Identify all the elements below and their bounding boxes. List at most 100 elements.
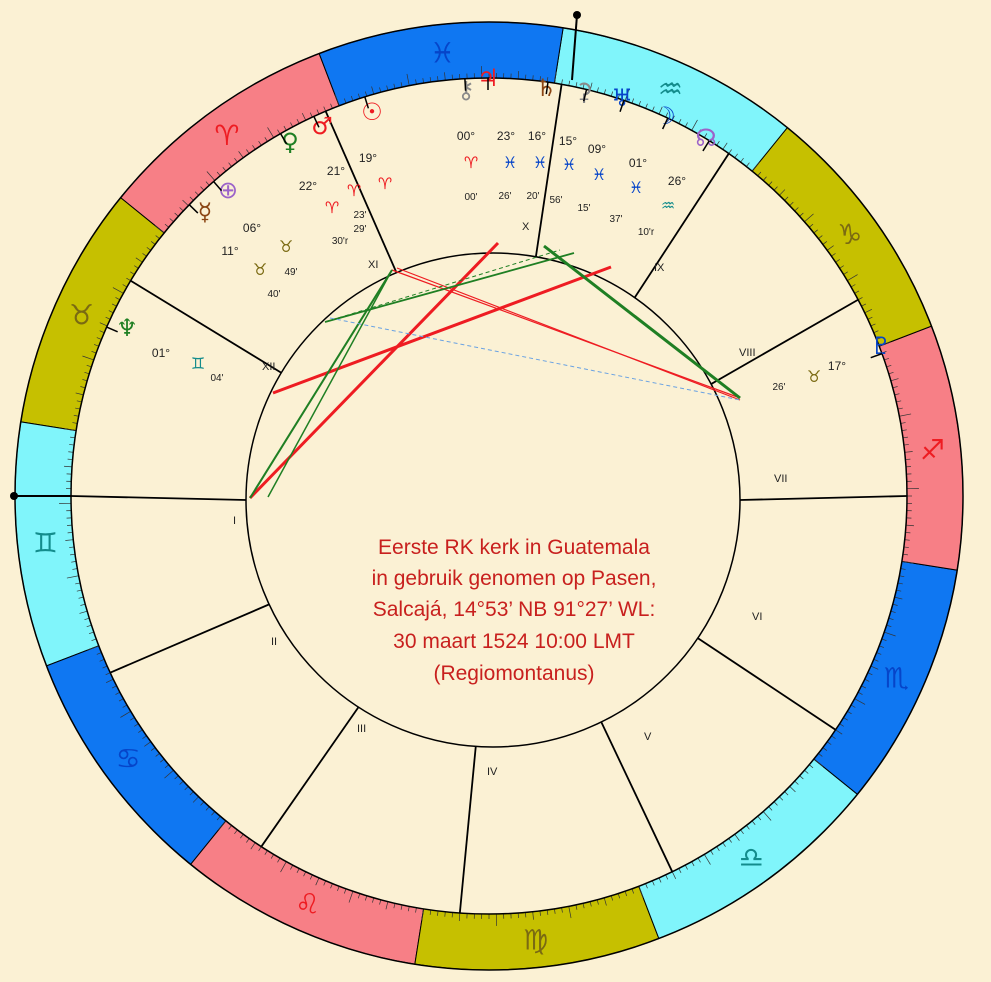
degree-tick bbox=[873, 659, 879, 662]
degree-tick bbox=[904, 451, 913, 453]
degree-tick bbox=[734, 833, 740, 841]
neptune-degree: 01° bbox=[152, 346, 170, 360]
degree-tick bbox=[740, 157, 744, 163]
degree-tick bbox=[234, 157, 238, 163]
degree-tick bbox=[678, 868, 682, 874]
aspect-trine bbox=[543, 244, 741, 400]
degree-tick bbox=[330, 103, 333, 109]
degree-tick bbox=[105, 672, 111, 676]
ceres-pointer bbox=[582, 89, 588, 102]
degree-tick bbox=[205, 806, 210, 811]
degree-tick bbox=[532, 911, 534, 920]
house-label-vii: VII bbox=[774, 473, 787, 485]
degree-tick bbox=[894, 596, 903, 600]
degree-tick bbox=[111, 303, 117, 307]
mars-sign-icon: ♈ bbox=[347, 181, 361, 200]
sign-glyph-aquarius-icon: ♒ bbox=[658, 73, 683, 106]
degree-tick bbox=[400, 904, 403, 910]
part-of-fortune-glyph-icon: ⊕ bbox=[218, 176, 238, 204]
degree-tick bbox=[179, 780, 184, 785]
degree-tick bbox=[122, 284, 128, 288]
degree-tick bbox=[415, 79, 417, 85]
degree-tick bbox=[867, 316, 873, 320]
degree-tick bbox=[134, 723, 139, 727]
degree-tick bbox=[228, 825, 232, 830]
moon-degree: 01° bbox=[629, 156, 647, 170]
degree-tick bbox=[303, 871, 307, 877]
degree-tick bbox=[546, 77, 549, 83]
degree-tick bbox=[69, 546, 75, 548]
degree-tick bbox=[112, 287, 124, 294]
degree-tick bbox=[75, 392, 84, 396]
part-of-fortune-sign-icon: ♉ bbox=[279, 237, 293, 256]
degree-tick bbox=[835, 729, 843, 735]
degree-tick bbox=[554, 71, 557, 84]
degree-tick bbox=[831, 253, 836, 257]
degree-tick bbox=[703, 133, 708, 138]
degree-tick bbox=[864, 678, 870, 682]
north-node-minutes: 10'r bbox=[638, 227, 655, 238]
degree-tick bbox=[296, 868, 300, 874]
degree-tick bbox=[784, 196, 789, 201]
sun-sign-icon: ♈ bbox=[378, 174, 392, 193]
caption-line-2: in gebruik genomen op Pasen, bbox=[372, 567, 657, 590]
degree-tick bbox=[138, 729, 143, 733]
degree-tick bbox=[206, 171, 216, 181]
aspect-sextile bbox=[324, 249, 561, 323]
sign-glyph-leo-icon: ♌ bbox=[295, 887, 320, 920]
degree-tick bbox=[896, 589, 902, 592]
sign-glyph-pisces-icon: ♓ bbox=[430, 36, 455, 69]
degree-tick bbox=[779, 796, 784, 801]
mercury-minutes: 40' bbox=[267, 289, 280, 300]
degree-tick bbox=[228, 162, 232, 167]
sign-glyph-gemini-icon: ♊ bbox=[33, 527, 58, 560]
degree-tick bbox=[343, 98, 347, 104]
sign-glyph-scorpio-icon: ♏ bbox=[884, 661, 909, 694]
degree-tick bbox=[211, 811, 216, 816]
degree-tick bbox=[115, 691, 121, 695]
degree-tick bbox=[174, 212, 179, 217]
mercury-pointer bbox=[188, 204, 199, 214]
degree-tick bbox=[334, 94, 340, 106]
degree-tick bbox=[826, 245, 834, 251]
degree-tick bbox=[870, 665, 879, 670]
degree-tick bbox=[582, 903, 585, 909]
degree-tick bbox=[684, 864, 688, 870]
chiron-minutes: 00' bbox=[464, 192, 477, 203]
degree-tick bbox=[697, 857, 701, 863]
ceres-minutes: 56' bbox=[549, 195, 562, 206]
degree-tick bbox=[296, 118, 300, 124]
house-label-ix: IX bbox=[654, 262, 665, 274]
degree-tick bbox=[309, 112, 313, 118]
degree-tick bbox=[348, 891, 354, 903]
caption-line-4: 30 maart 1524 10:00 LMT bbox=[393, 630, 635, 653]
degree-tick bbox=[315, 877, 320, 886]
aspect-trine bbox=[267, 269, 393, 498]
degree-tick bbox=[897, 407, 903, 410]
degree-tick bbox=[843, 717, 848, 721]
degree-tick bbox=[903, 546, 909, 548]
midheaven-pointer bbox=[571, 14, 578, 81]
house-label-x: X bbox=[522, 221, 530, 233]
degree-tick bbox=[301, 112, 307, 121]
mars-pointer bbox=[313, 116, 320, 128]
degree-tick bbox=[831, 735, 836, 739]
chart-caption: Eerste RK kerk in Guatemala in gebruik g… bbox=[372, 536, 657, 685]
degree-tick bbox=[596, 899, 599, 905]
venus-minutes: 30'r bbox=[332, 236, 349, 247]
mercury-sign-icon: ♉ bbox=[253, 260, 267, 279]
sign-glyph-cancer-icon: ♋ bbox=[116, 742, 141, 775]
degree-tick bbox=[881, 350, 887, 354]
degree-tick bbox=[218, 820, 227, 831]
degree-tick bbox=[444, 911, 446, 917]
degree-tick bbox=[130, 717, 135, 721]
degree-tick bbox=[645, 883, 648, 889]
jupiter-sign-icon: ♓ bbox=[503, 153, 517, 172]
pluto-minutes: 26' bbox=[772, 382, 785, 393]
degree-tick bbox=[99, 330, 105, 333]
degree-tick bbox=[126, 277, 131, 282]
degree-tick bbox=[554, 908, 556, 914]
degree-tick bbox=[722, 142, 728, 150]
degree-tick bbox=[323, 880, 326, 886]
degree-tick bbox=[71, 561, 77, 563]
